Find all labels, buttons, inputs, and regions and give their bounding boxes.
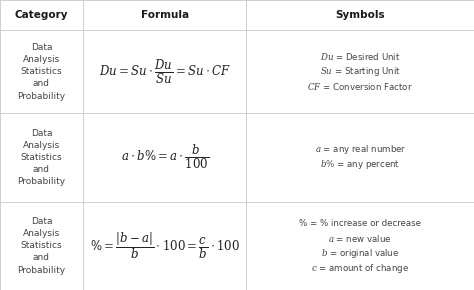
Text: $b\%$ = any percent: $b\%$ = any percent [320, 158, 400, 171]
Text: Symbols: Symbols [336, 10, 385, 20]
Text: $b$ = original value: $b$ = original value [321, 247, 400, 260]
Text: $CF$ = Conversion Factor: $CF$ = Conversion Factor [308, 81, 413, 92]
Text: $Du = Su \cdot \dfrac{Du}{Su} = Su \cdot CF$: $Du = Su \cdot \dfrac{Du}{Su} = Su \cdot… [99, 58, 231, 86]
Text: $Su$ = Starting Unit: $Su$ = Starting Unit [320, 65, 401, 78]
Text: Category: Category [15, 10, 68, 20]
Text: Data
Analysis
Statistics
and
Probability: Data Analysis Statistics and Probability [18, 217, 65, 275]
Text: Formula: Formula [141, 10, 189, 20]
Text: $a$ = new value: $a$ = new value [328, 233, 392, 244]
Text: $c$ = amount of change: $c$ = amount of change [311, 262, 409, 275]
Text: Data
Analysis
Statistics
and
Probability: Data Analysis Statistics and Probability [18, 43, 65, 101]
Text: % = % increase or decrease: % = % increase or decrease [299, 219, 421, 228]
Text: $\% = \dfrac{|b-a|}{b} \cdot 100 = \dfrac{c}{b} \cdot 100$: $\% = \dfrac{|b-a|}{b} \cdot 100 = \dfra… [90, 231, 240, 261]
Text: $a$ = any real number: $a$ = any real number [315, 143, 406, 156]
Text: Data
Analysis
Statistics
and
Probability: Data Analysis Statistics and Probability [18, 128, 65, 186]
Text: $a \cdot b\% = a \cdot \dfrac{b}{100}$: $a \cdot b\% = a \cdot \dfrac{b}{100}$ [120, 144, 209, 171]
Text: $Du$ = Desired Unit: $Du$ = Desired Unit [320, 51, 401, 62]
